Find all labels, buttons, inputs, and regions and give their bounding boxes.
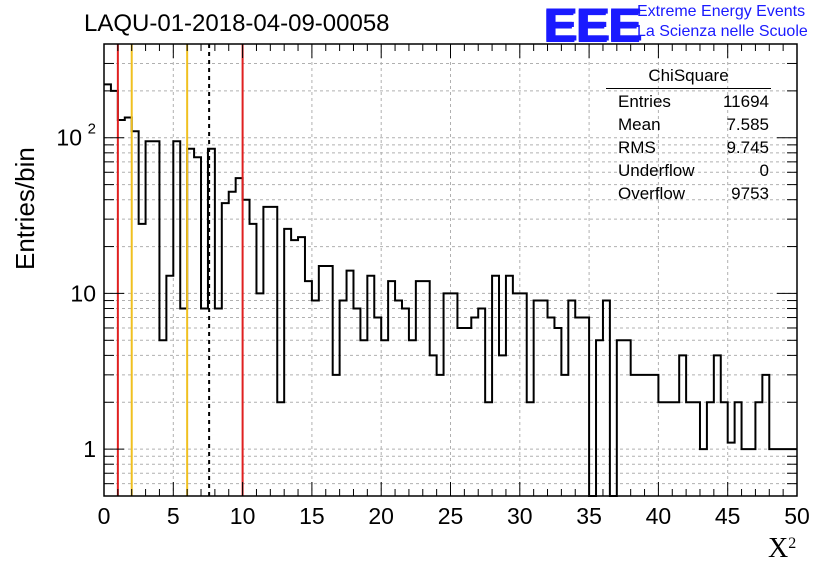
x-tick-label: 35 <box>576 503 602 529</box>
x-tick-label: 5 <box>167 503 180 529</box>
x-axis-label: X2 <box>768 533 796 565</box>
stats-row-entries: Entries 11694 <box>606 90 776 113</box>
stats-row-mean: Mean 7.585 <box>606 113 776 136</box>
stats-value: 9753 <box>731 184 769 203</box>
x-tick-label: 30 <box>507 503 533 529</box>
stats-box: ChiSquare Entries 11694 Mean 7.585 RMS 9.74… <box>606 66 776 205</box>
x-tick-label: 50 <box>784 503 810 529</box>
stats-value: 11694 <box>722 92 769 111</box>
stats-label: RMS <box>618 138 656 157</box>
stats-value: 7.585 <box>726 115 769 134</box>
tick-labels-layer: 0 5 10 15 20 25 30 35 40 45 50 1 10 10 2 <box>56 121 809 529</box>
ticks-layer <box>103 43 798 497</box>
x-axis-label-superscript: 2 <box>788 535 797 552</box>
histogram-series <box>104 83 797 497</box>
y-axis-label: Entries/bin <box>10 147 40 270</box>
logo-line-2: La Scienza nelle Scuole <box>637 23 808 40</box>
histogram-layer <box>104 83 797 497</box>
stats-row-underflow: Underflow 0 <box>606 159 776 182</box>
stats-title: ChiSquare <box>606 66 771 89</box>
y-tick-label: 10 <box>70 280 96 306</box>
y-tick-label: 10 <box>56 125 82 151</box>
stats-row-rms: RMS 9.745 <box>606 136 776 159</box>
stats-label: Underflow <box>618 161 695 180</box>
x-tick-label: 40 <box>646 503 672 529</box>
eee-logo-icon: EEE <box>543 0 641 51</box>
run-title: LAQU-01-2018-04-09-00058 <box>84 10 390 37</box>
stats-value: 0 <box>759 161 769 180</box>
stats-label: Entries <box>618 92 671 111</box>
x-tick-label: 15 <box>299 503 325 529</box>
x-tick-label: 20 <box>368 503 394 529</box>
stats-label: Overflow <box>618 184 686 203</box>
stats-row-overflow: Overflow 9753 <box>606 182 776 205</box>
y-tick-label-superscript: 2 <box>88 121 96 138</box>
y-tick-label: 1 <box>83 436 96 462</box>
x-tick-label: 0 <box>98 503 111 529</box>
x-tick-label: 45 <box>715 503 741 529</box>
x-tick-label: 25 <box>438 503 464 529</box>
reference-lines-layer <box>116 44 244 496</box>
x-axis-label-base: X <box>768 533 789 564</box>
stats-label: Mean <box>618 115 661 134</box>
x-tick-label: 10 <box>230 503 256 529</box>
logo-line-1: Extreme Energy Events <box>637 3 806 20</box>
stats-value: 9.745 <box>726 138 769 157</box>
